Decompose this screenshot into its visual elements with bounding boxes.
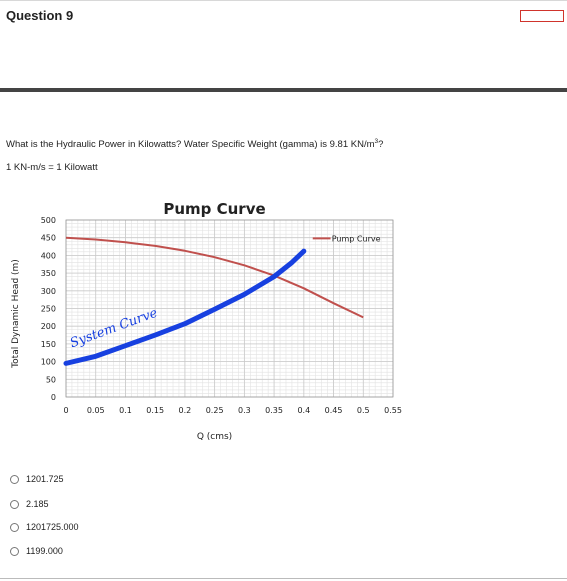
y-tick-label: 450 [41,234,56,243]
pump-curve-line [65,236,364,319]
x-tick-label: 0.4 [297,406,310,415]
section-divider [0,88,567,92]
y-tick-label: 50 [46,375,56,384]
y-tick-label: 300 [41,287,56,296]
y-tick-label: 150 [41,340,56,349]
x-tick-label: 0.3 [238,406,251,415]
answer-option-2[interactable]: 2.185 [10,497,210,511]
legend-label: Pump Curve [332,234,381,243]
flag-question-box[interactable] [520,10,564,22]
y-tick-label: 100 [41,358,56,367]
y-tick-label: 0 [51,393,56,402]
answer-option-1[interactable]: 1201.725 [10,472,210,486]
answer-label-1: 1201.725 [26,474,64,484]
x-tick-label: 0.1 [119,406,132,415]
x-tick-label: 0.25 [206,406,224,415]
x-axis-label: Q (cms) [197,432,232,442]
answer-label-2: 2.185 [26,499,49,509]
chart-legend: Pump Curve [312,234,381,243]
question-title: Question 9 [6,8,74,23]
answer-option-4[interactable]: 1199.000 [10,544,210,558]
chart-title: Pump Curve [163,200,265,218]
y-tick-label: 400 [41,251,56,260]
bottom-border [0,578,567,579]
radio-icon[interactable] [10,474,19,484]
y-tick-label: 350 [41,269,56,278]
prompt-text: What is the Hydraulic Power in Kilowatts… [6,139,375,151]
y-tick-label: 500 [41,216,56,225]
pump-curve-chart: 0 0.05 0.1 0.15 0.2 0.25 0.3 0.35 0.4 0.45 0.5 0.55… [11,200,402,442]
conversion-note: 1 KN-m/s = 1 Kilowatt [6,162,98,173]
y-axis-label: Total Dynamic Head (m) [11,259,21,369]
y-tick-label: 250 [41,305,56,314]
x-tick-label: 0.55 [384,406,402,415]
chart-grid [65,219,394,398]
x-tick-label: 0.2 [179,406,192,415]
answer-label-4: 1199.000 [26,546,63,556]
question-prompt: What is the Hydraulic Power in Kilowatts… [6,138,383,150]
x-tick-label: 0.35 [265,406,283,415]
plot-border [65,219,394,398]
chart-axes: 0 0.05 0.1 0.15 0.2 0.25 0.3 0.35 0.4 0.45 0.5 0.55… [41,216,402,415]
answer-label-3: 1201725.000 [26,522,79,532]
system-curve-line [63,248,307,366]
prompt-end: ? [378,139,384,151]
y-tick-label: 200 [41,322,56,331]
x-tick-label: 0.15 [146,406,164,415]
x-tick-label: 0.05 [87,406,105,415]
x-tick-label: 0.5 [357,406,370,415]
x-tick-label: 0 [63,406,68,415]
answer-option-3[interactable]: 1201725.000 [10,520,210,534]
top-border [0,0,567,1]
chart-series [65,236,364,319]
radio-icon[interactable] [10,522,19,532]
prompt-superscript: 3 [374,138,379,145]
radio-icon[interactable] [10,546,19,556]
x-tick-label: 0.45 [325,406,343,415]
radio-icon[interactable] [10,499,19,509]
